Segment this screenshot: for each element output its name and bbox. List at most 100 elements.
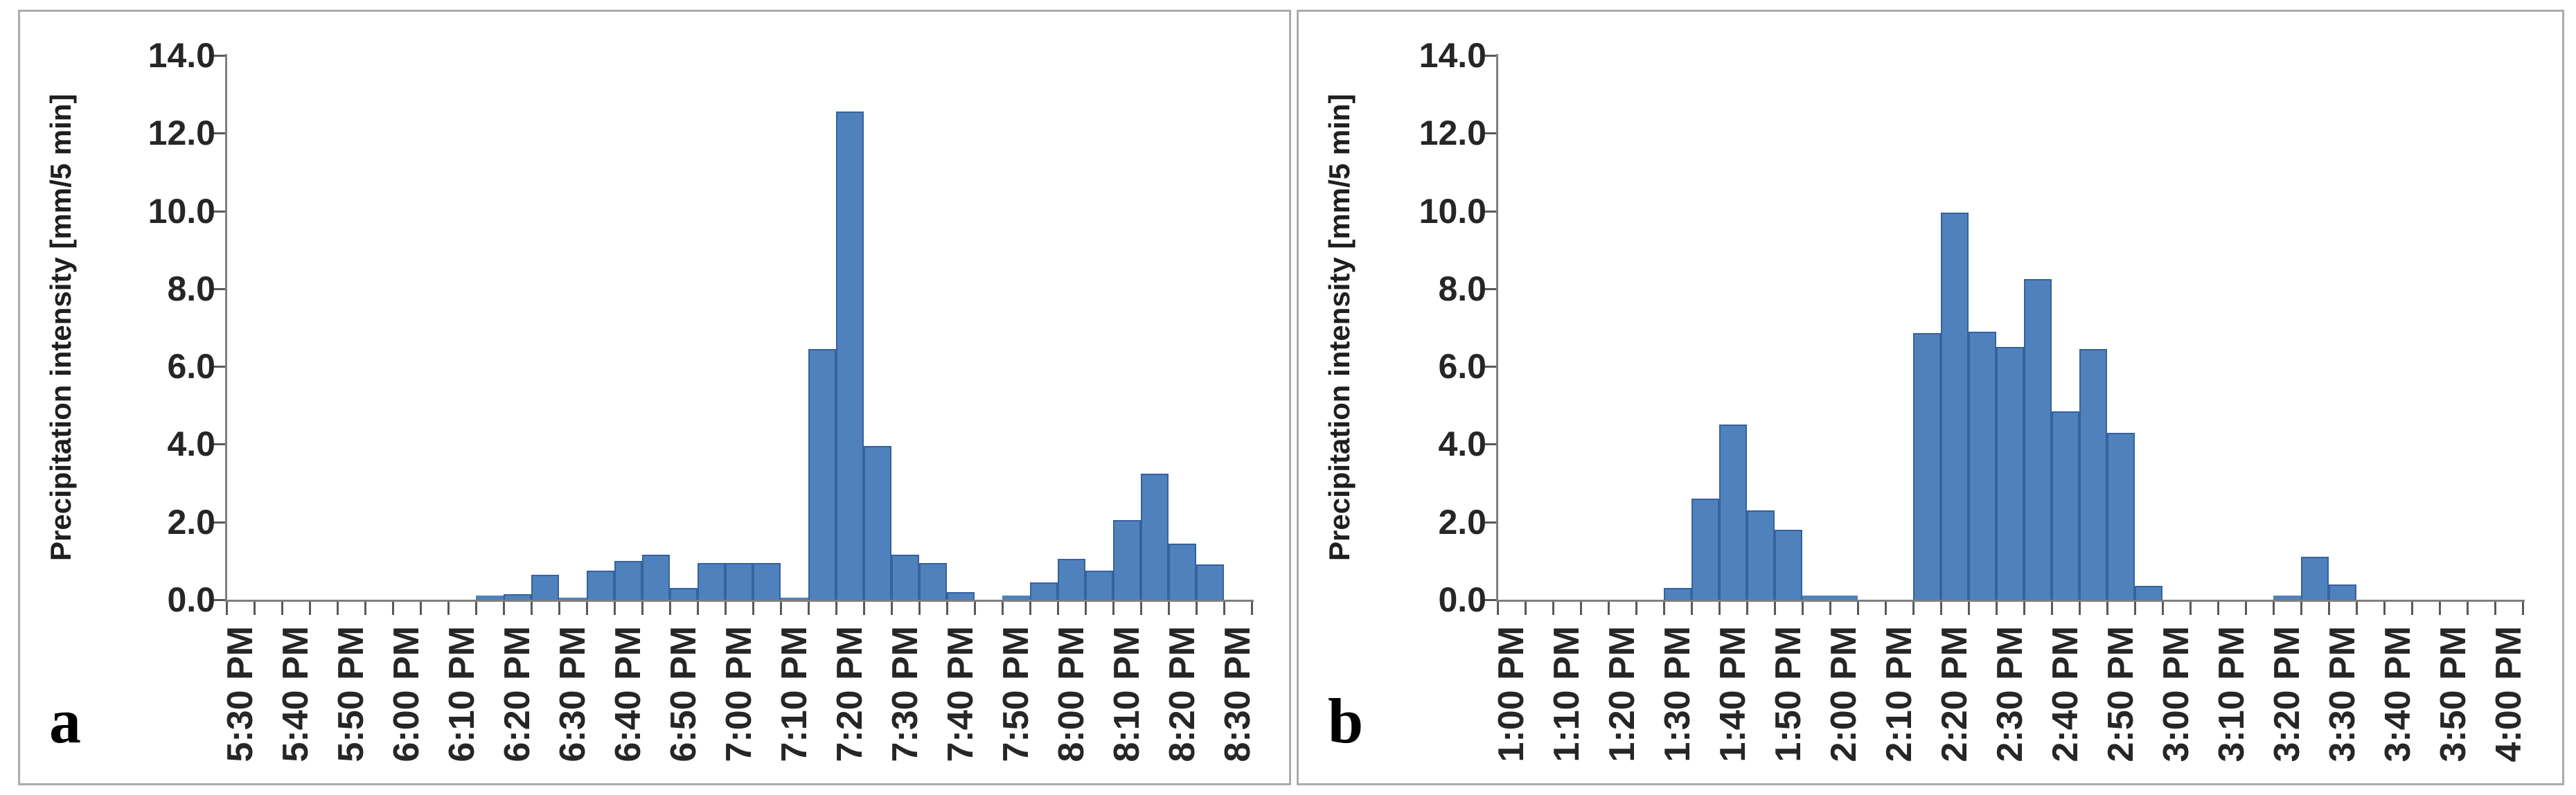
x-tick-mark [614,602,616,615]
x-tick-mark [1746,602,1748,615]
y-tick-label: 12.0 [1419,114,1486,153]
x-tick-mark [725,602,727,615]
bar [1085,570,1113,600]
x-tick-label: 6:00 PM [387,626,427,762]
bar [2135,586,2162,600]
x-axis-line [1496,600,2525,602]
bar [1141,473,1169,600]
y-tick-mark [212,443,225,446]
x-tick-mark [835,602,837,615]
x-tick-mark [1029,602,1031,615]
x-tick-mark [1525,602,1527,615]
x-tick-mark [1057,602,1059,615]
x-tick-mark [1774,602,1776,615]
y-tick-mark [212,210,225,213]
y-tick-mark [1483,443,1496,446]
y-tick-label: 6.0 [1438,347,1486,386]
x-tick-mark [1996,602,1998,615]
bar [504,593,531,600]
bar [891,555,919,600]
y-tick-label: 0.0 [167,580,215,619]
x-tick-mark [946,602,948,615]
x-tick-label: 7:40 PM [941,626,981,762]
x-tick-label: 3:40 PM [2378,626,2418,762]
bar [1802,596,1830,600]
y-tick-label: 0.0 [1438,580,1486,619]
bar [698,562,725,600]
bar [1996,347,2024,600]
x-tick-mark [2494,602,2496,615]
x-tick-mark [1168,602,1170,615]
y-tick-mark [1483,599,1496,601]
x-tick-mark [1912,602,1915,615]
bar [1691,499,1719,600]
bar [559,598,587,600]
x-tick-label: 7:00 PM [719,626,759,762]
x-tick-mark [1085,602,1087,615]
x-tick-mark [281,602,283,615]
y-tick-mark [1483,521,1496,524]
x-tick-mark [918,602,921,615]
x-tick-label: 8:00 PM [1051,626,1092,762]
bar [2024,278,2052,600]
x-tick-mark [2328,602,2330,615]
bar [1913,333,1941,600]
bar [753,562,781,600]
x-tick-mark [1857,602,1859,615]
y-tick-label: 4.0 [1438,425,1486,464]
x-tick-mark [1968,602,1970,615]
x-tick-mark [808,602,810,615]
y-tick-mark [212,132,225,135]
x-tick-label: 1:50 PM [1768,626,1809,762]
bar [1002,596,1030,600]
x-tick-mark [1140,602,1142,615]
x-tick-mark [558,602,560,615]
bar [2329,584,2356,600]
x-tick-label: 7:30 PM [885,626,925,762]
chart-panel-a: Precipitation intensity [mm/5 min] a 0.0… [18,10,1291,785]
x-tick-mark [392,602,394,615]
x-tick-label: 6:50 PM [664,626,704,762]
y-tick-label: 14.0 [148,36,215,75]
x-tick-mark [2383,602,2386,615]
y-tick-label: 4.0 [167,425,215,464]
x-tick-label: 8:10 PM [1107,626,1147,762]
x-tick-mark [1112,602,1114,615]
x-tick-mark [475,602,477,615]
bar [1719,425,1747,600]
x-tick-mark [503,602,505,615]
y-tick-mark [1483,210,1496,213]
x-tick-mark [891,602,893,615]
bar [1969,331,1996,600]
bar [2052,411,2079,600]
x-tick-mark [2300,602,2302,615]
bar [1113,519,1141,600]
x-tick-mark [1497,602,1499,615]
bar [1941,213,1969,600]
x-tick-label: 5:40 PM [276,626,316,762]
y-tick-label: 12.0 [148,114,215,153]
x-tick-mark [337,602,339,615]
bar [2079,348,2107,600]
bar [476,596,504,600]
x-tick-label: 3:20 PM [2267,626,2307,762]
bar [642,555,670,600]
x-tick-mark [364,602,366,615]
y-tick-label: 8.0 [1438,269,1486,308]
bar [531,574,559,600]
bar [670,588,698,600]
x-tick-label: 3:50 PM [2433,626,2473,762]
y-tick-mark [1483,132,1496,135]
bar [808,348,836,600]
x-tick-mark [1663,602,1665,615]
x-tick-label: 2:20 PM [1935,626,1975,762]
y-tick-mark [212,55,225,57]
x-tick-label: 8:30 PM [1218,626,1258,762]
bar [1747,510,1775,600]
x-tick-mark [2162,602,2164,615]
x-tick-label: 2:50 PM [2101,626,2141,762]
x-axis-line [225,600,1254,602]
x-tick-mark [586,602,588,615]
x-tick-label: 6:20 PM [497,626,538,762]
